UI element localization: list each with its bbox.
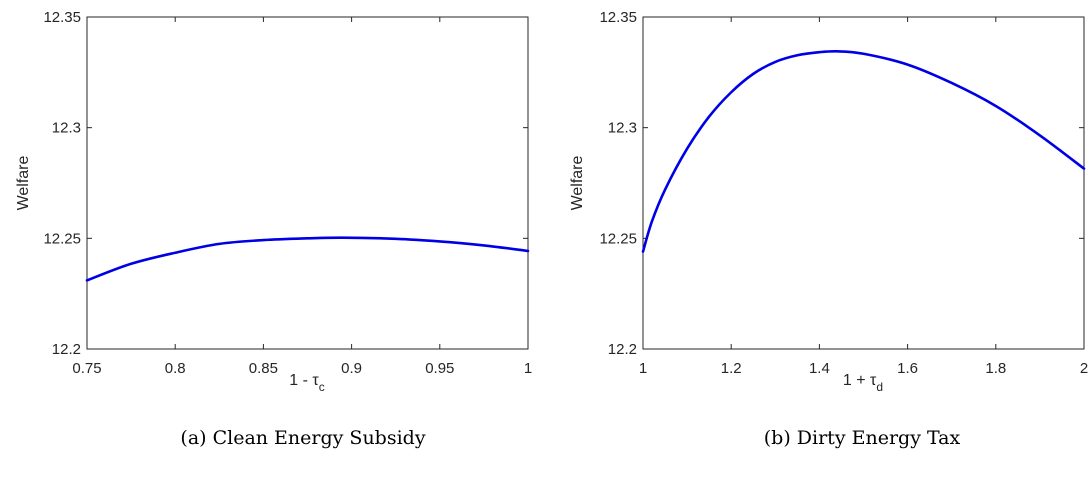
y-tick-label: 12.35 xyxy=(599,9,637,26)
x-tick-label: 1.8 xyxy=(985,360,1006,377)
x-tick-label: 1 xyxy=(524,360,532,377)
y-tick-label: 12.2 xyxy=(52,341,81,358)
chart-panel-dirty-energy-tax: 1 1.2 1.4 1.6 1.8 2 12.2 12.25 12.3 12.35 Welfar… xyxy=(569,9,1088,394)
caption-clean-energy-subsidy: (a) Clean Energy Subsidy xyxy=(180,427,426,449)
x-tick-label: 0.9 xyxy=(341,360,362,377)
x-tick-label: 0.85 xyxy=(249,360,278,377)
x-tick-label: 0.95 xyxy=(425,360,454,377)
x-axis-label: 1 - τc xyxy=(289,372,324,394)
y-tick-label: 12.35 xyxy=(43,9,81,26)
y-axis-label: Welfare xyxy=(15,155,32,210)
x-tick-label: 2 xyxy=(1080,360,1088,377)
welfare-line xyxy=(85,236,530,282)
plot-area-box xyxy=(86,16,529,350)
x-axis-label: 1 + τd xyxy=(843,372,883,394)
x-tick-label: 0.75 xyxy=(72,360,101,377)
y-ticks: 12.2 12.25 12.3 12.35 xyxy=(43,9,528,358)
y-tick-label: 12.25 xyxy=(43,230,81,247)
x-ticks: 1 1.2 1.4 1.6 1.8 2 xyxy=(639,17,1088,377)
y-tick-label: 12.3 xyxy=(608,120,637,137)
x-tick-label: 1.4 xyxy=(809,360,830,377)
x-tick-label: 1.6 xyxy=(897,360,918,377)
x-tick-label: 0.8 xyxy=(165,360,186,377)
y-tick-label: 12.2 xyxy=(608,341,637,358)
chart-panel-clean-energy-subsidy: 0.75 0.8 0.85 0.9 0.95 1 12.2 12.25 12.3 12.35 W… xyxy=(15,9,532,394)
x-tick-label: 1 xyxy=(639,360,647,377)
y-ticks: 12.2 12.25 12.3 12.35 xyxy=(599,9,1084,358)
plot-area-box xyxy=(642,16,1085,350)
x-tick-label: 1.2 xyxy=(721,360,742,377)
y-axis-label: Welfare xyxy=(569,155,586,210)
y-tick-label: 12.3 xyxy=(52,120,81,137)
welfare-line xyxy=(641,49,1086,253)
x-ticks: 0.75 0.8 0.85 0.9 0.95 1 xyxy=(72,17,532,377)
caption-dirty-energy-tax: (b) Dirty Energy Tax xyxy=(763,427,961,449)
y-tick-label: 12.25 xyxy=(599,230,637,247)
